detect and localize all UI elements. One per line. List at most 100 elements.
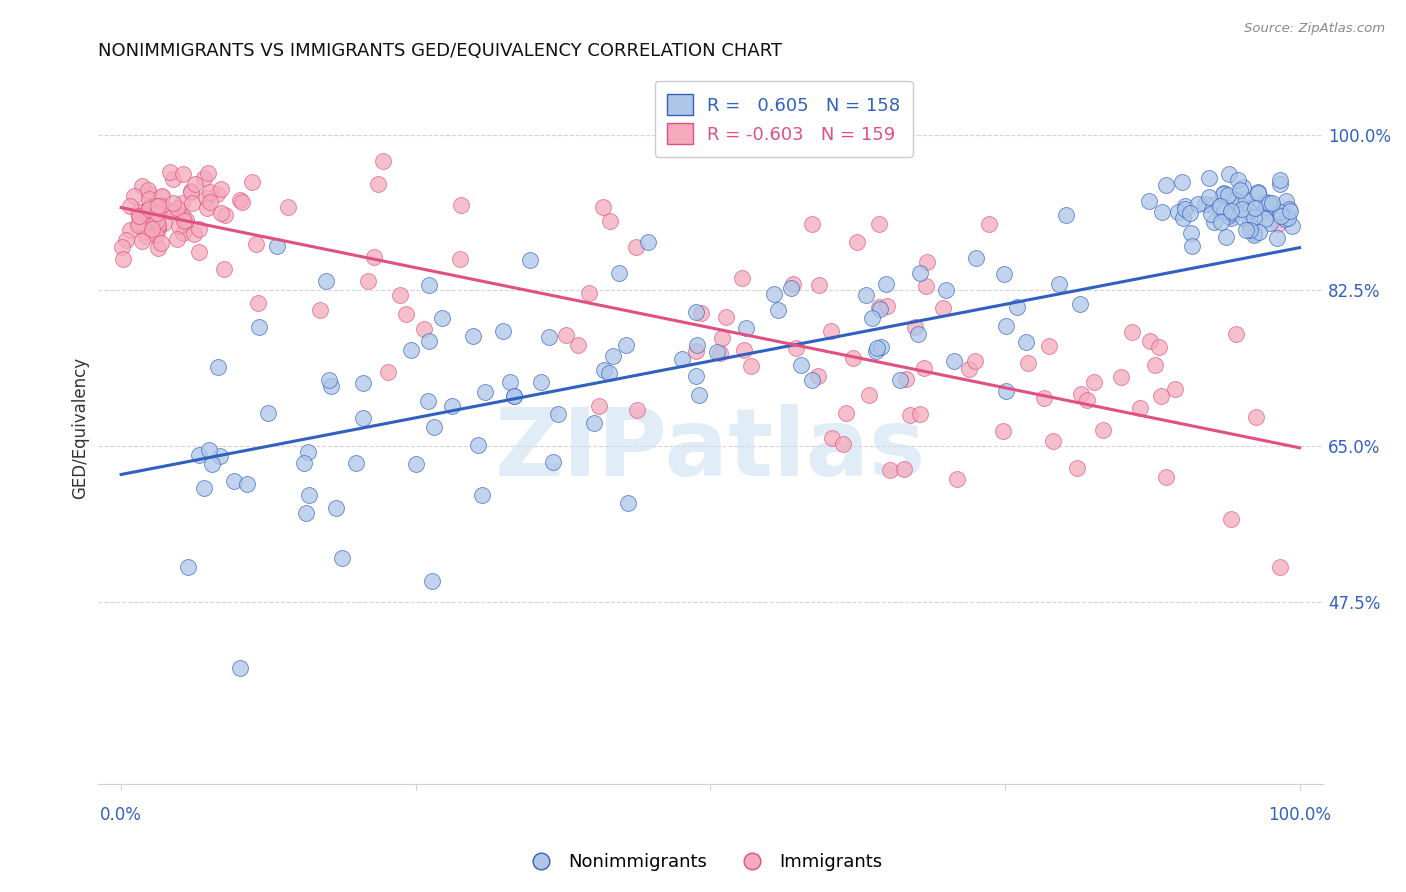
Point bbox=[150, 189, 173, 203]
Point bbox=[128, 209, 150, 223]
Point bbox=[149, 199, 172, 213]
Point bbox=[193, 482, 215, 496]
Point bbox=[519, 252, 541, 267]
Point bbox=[1229, 183, 1251, 197]
Point bbox=[690, 305, 713, 319]
Text: ZIPatlas: ZIPatlas bbox=[495, 403, 927, 496]
Point bbox=[1256, 200, 1278, 214]
Point bbox=[1220, 206, 1243, 220]
Point bbox=[709, 346, 731, 360]
Point bbox=[993, 424, 1015, 438]
Point bbox=[129, 211, 152, 225]
Point bbox=[1174, 202, 1197, 216]
Point bbox=[994, 318, 1017, 333]
Point bbox=[686, 338, 709, 352]
Point bbox=[855, 287, 877, 301]
Point bbox=[321, 378, 343, 392]
Point bbox=[145, 214, 167, 228]
Point bbox=[146, 199, 169, 213]
Point bbox=[193, 171, 215, 186]
Point bbox=[1225, 193, 1247, 207]
Point bbox=[440, 399, 463, 413]
Point bbox=[1038, 338, 1060, 352]
Point bbox=[541, 455, 564, 469]
Point bbox=[624, 240, 647, 254]
Point bbox=[1213, 186, 1236, 201]
Point bbox=[1054, 208, 1077, 222]
Point bbox=[131, 178, 153, 193]
Point bbox=[1234, 193, 1257, 207]
Point bbox=[418, 277, 440, 292]
Point bbox=[1017, 356, 1039, 370]
Point bbox=[1201, 198, 1223, 212]
Point bbox=[762, 287, 785, 301]
Point bbox=[616, 496, 638, 510]
Point bbox=[1171, 211, 1194, 226]
Point bbox=[1181, 239, 1204, 253]
Point bbox=[224, 474, 246, 488]
Point bbox=[149, 236, 172, 251]
Point bbox=[908, 266, 931, 280]
Point bbox=[209, 182, 232, 196]
Point bbox=[1144, 358, 1167, 372]
Point bbox=[1277, 211, 1299, 225]
Point bbox=[315, 274, 337, 288]
Point bbox=[578, 286, 600, 301]
Point bbox=[135, 209, 157, 223]
Point bbox=[128, 209, 150, 223]
Point bbox=[599, 214, 621, 228]
Point bbox=[858, 388, 880, 402]
Point bbox=[1247, 186, 1270, 200]
Point bbox=[1218, 167, 1240, 181]
Point bbox=[297, 445, 319, 459]
Point bbox=[869, 340, 891, 354]
Point bbox=[127, 218, 149, 232]
Point bbox=[842, 351, 865, 366]
Point bbox=[146, 221, 169, 235]
Point bbox=[138, 202, 160, 217]
Point bbox=[449, 252, 471, 267]
Point bbox=[685, 343, 707, 358]
Point bbox=[1261, 196, 1284, 211]
Point bbox=[1147, 340, 1170, 354]
Point bbox=[1232, 192, 1254, 206]
Point bbox=[907, 326, 929, 341]
Point bbox=[146, 205, 169, 219]
Point bbox=[344, 456, 367, 470]
Point bbox=[706, 345, 728, 359]
Point bbox=[1254, 211, 1277, 226]
Point bbox=[583, 416, 606, 430]
Point bbox=[733, 343, 755, 358]
Point bbox=[173, 213, 195, 227]
Point bbox=[114, 233, 136, 247]
Point bbox=[1211, 215, 1233, 229]
Point bbox=[1254, 194, 1277, 209]
Point bbox=[180, 184, 202, 198]
Point bbox=[1212, 187, 1234, 202]
Point bbox=[1212, 203, 1234, 218]
Y-axis label: GED/Equivalency: GED/Equivalency bbox=[72, 357, 89, 500]
Point bbox=[1047, 277, 1070, 291]
Point bbox=[131, 234, 153, 248]
Point bbox=[141, 222, 163, 236]
Point bbox=[363, 250, 385, 264]
Point bbox=[1137, 194, 1160, 208]
Point bbox=[1033, 391, 1056, 405]
Point bbox=[780, 280, 803, 294]
Point bbox=[471, 488, 494, 502]
Point bbox=[187, 221, 209, 235]
Point bbox=[626, 402, 648, 417]
Point bbox=[198, 195, 221, 210]
Point bbox=[1239, 211, 1261, 226]
Point bbox=[292, 456, 315, 470]
Point bbox=[879, 463, 901, 477]
Point bbox=[1243, 226, 1265, 240]
Point bbox=[1232, 179, 1254, 194]
Point bbox=[893, 462, 915, 476]
Point bbox=[1230, 202, 1253, 217]
Point bbox=[503, 389, 526, 403]
Point bbox=[1234, 222, 1257, 236]
Point bbox=[865, 344, 887, 359]
Point bbox=[389, 288, 412, 302]
Point bbox=[977, 217, 1000, 231]
